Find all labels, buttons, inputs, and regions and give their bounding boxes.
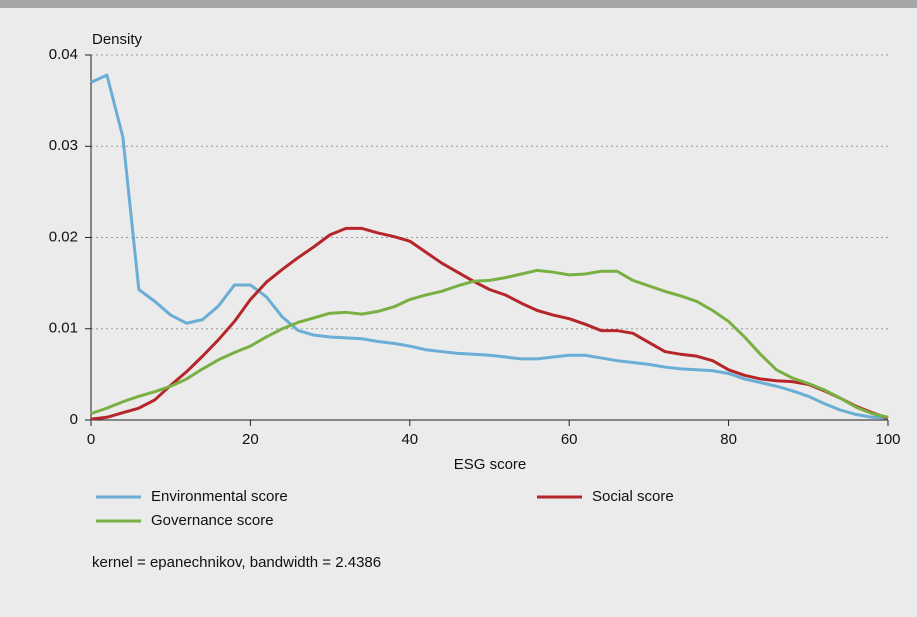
x-tick-label: 60: [561, 431, 578, 448]
legend-label: Environmental score: [151, 488, 288, 505]
top-bar: [0, 0, 917, 8]
x-tick-label: 80: [720, 431, 737, 448]
line: [90, 73, 889, 420]
y-axis-label: Density: [92, 31, 143, 48]
x-tick-label: 100: [875, 431, 900, 448]
y-tick-label: 0.01: [49, 320, 78, 337]
y-tick-label: 0.04: [49, 46, 78, 63]
y-tick-label: 0: [70, 411, 78, 428]
legend-label: Social score: [592, 488, 674, 505]
line: [90, 268, 889, 419]
note: kernel = epanechnikov, bandwidth = 2.438…: [92, 554, 381, 571]
y-tick-label: 0.02: [49, 228, 78, 245]
x-tick-label: 0: [87, 431, 95, 448]
legend-label: Governance score: [151, 512, 274, 529]
y-tick-label: 0.03: [49, 137, 78, 154]
line: [90, 226, 889, 421]
x-axis-label: ESG score: [454, 456, 527, 473]
x-tick-label: 20: [242, 431, 259, 448]
x-tick-label: 40: [401, 431, 418, 448]
